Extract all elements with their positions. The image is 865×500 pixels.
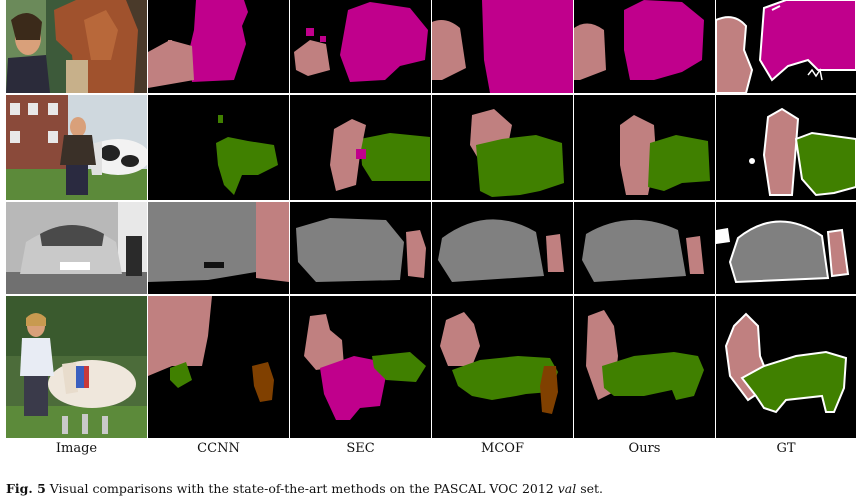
column-label-mcof: MCOF — [481, 441, 524, 456]
caption-text-end: set. — [576, 481, 604, 496]
figure-number: Fig. 5 — [6, 481, 46, 496]
row4-sec-mask — [290, 296, 431, 438]
row2-ccnn-mask — [148, 95, 289, 200]
row2-gt-mask — [716, 95, 856, 200]
row2-image — [6, 95, 147, 200]
caption-set-word: val — [557, 481, 577, 496]
row1-ours-mask — [574, 0, 715, 93]
column-label-ccnn: CCNN — [197, 441, 240, 456]
row3-mcof-mask — [432, 202, 573, 294]
row3-image — [6, 202, 147, 294]
row1-image — [6, 0, 147, 93]
column-label-sec: SEC — [346, 441, 375, 456]
row4-gt-mask — [716, 296, 856, 438]
row3-ours-mask — [574, 202, 715, 294]
row1-ccnn-mask — [148, 0, 289, 93]
row4-mcof-mask — [432, 296, 573, 438]
row1-mcof-mask — [432, 0, 573, 93]
row4-ccnn-mask — [148, 296, 289, 438]
caption-text: Visual comparisons with the state-of-the… — [49, 481, 558, 496]
column-label-image: Image — [55, 441, 98, 456]
row2-ours-mask — [574, 95, 715, 200]
row3-ccnn-mask — [148, 202, 289, 294]
row2-sec-mask — [290, 95, 431, 200]
row1-gt-mask — [716, 0, 856, 93]
row3-sec-mask — [290, 202, 431, 294]
figure-caption: Fig. 5 Visual comparisons with the state… — [6, 481, 603, 496]
row4-image — [6, 296, 147, 438]
row4-ours-mask — [574, 296, 715, 438]
row2-mcof-mask — [432, 95, 573, 200]
row1-sec-mask — [290, 0, 431, 93]
row3-gt-mask — [716, 202, 856, 294]
column-label-gt: GT — [776, 441, 796, 456]
column-label-ours: Ours — [628, 441, 661, 456]
figure-grid — [6, 0, 856, 438]
